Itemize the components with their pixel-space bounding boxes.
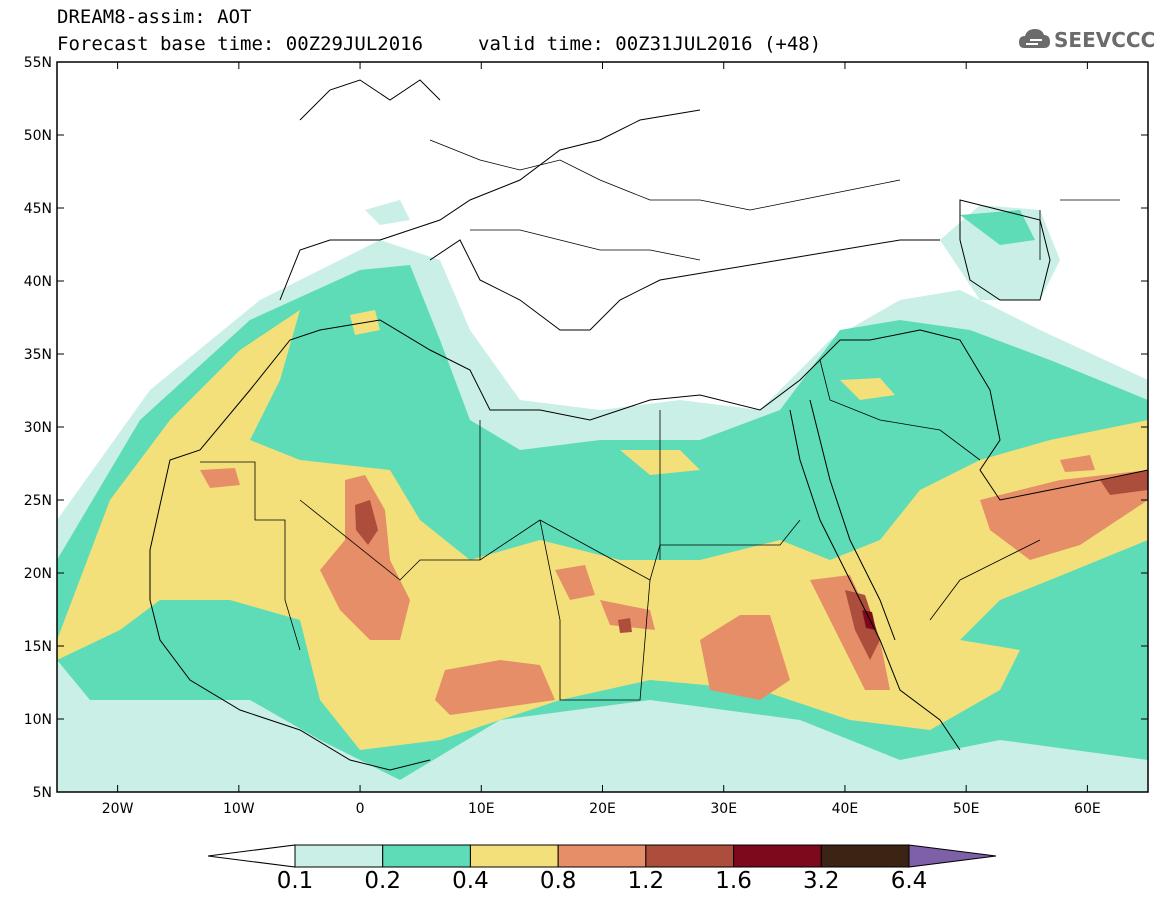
lat-label: 35N <box>24 347 52 363</box>
forecast-base-time: Forecast base time: 00Z29JUL2016 <box>57 33 424 55</box>
lon-label: 50E <box>953 801 980 817</box>
lat-label: 50N <box>24 128 52 144</box>
cloud-icon <box>1019 29 1050 48</box>
colorbar-bin <box>382 844 471 868</box>
lat-label: 55N <box>24 55 52 71</box>
colorbar-label: 0.8 <box>539 868 577 894</box>
colorbar-bin <box>294 844 384 868</box>
lon-label: 20E <box>589 801 616 817</box>
colorbar-label: 6.4 <box>890 868 928 894</box>
lon-label: 20W <box>102 801 134 817</box>
colorbar-bin <box>733 844 822 868</box>
colorbar-label: 0.1 <box>276 868 314 894</box>
lon-label: 60E <box>1074 801 1101 817</box>
lat-label: 20N <box>24 566 52 582</box>
axis-ticks: 55N 50N 45N 40N 35N 30N 25N 20N 15N 10N 5N 20W 10W 0 1… <box>24 55 1148 817</box>
map-title: DREAM8-assim: AOT <box>57 6 252 28</box>
lat-label: 10N <box>24 712 52 728</box>
lat-label: 25N <box>24 493 52 509</box>
lon-label: 10W <box>223 801 255 817</box>
colorbar-label: 1.2 <box>627 868 665 894</box>
lon-label: 10E <box>468 801 495 817</box>
colorbar-label: 3.2 <box>802 868 840 894</box>
lat-label: 40N <box>24 274 52 290</box>
lat-label: 15N <box>24 639 52 655</box>
colorbar-bin <box>820 844 910 868</box>
lon-label: 40E <box>832 801 859 817</box>
valid-time: valid time: 00Z31JUL2016 (+48) <box>478 33 822 55</box>
lon-label: 30E <box>710 801 737 817</box>
colorbar-bin <box>557 844 647 868</box>
colorbar-bin <box>645 844 735 868</box>
logo-text: SEEVCCC <box>1054 28 1156 52</box>
aot-field <box>57 62 1148 792</box>
colorbar-label: 0.4 <box>452 868 489 894</box>
lat-label: 30N <box>24 420 52 436</box>
lat-label: 45N <box>24 201 52 217</box>
colorbar-bin <box>469 844 559 868</box>
colorbar <box>207 844 997 868</box>
colorbar-high-arrow <box>908 844 997 868</box>
colorbar-low-arrow <box>207 844 296 868</box>
colorbar-label: 1.6 <box>715 868 752 894</box>
lon-label: 0 <box>356 801 365 817</box>
lat-label: 5N <box>33 785 52 801</box>
colorbar-label: 0.2 <box>364 868 401 894</box>
